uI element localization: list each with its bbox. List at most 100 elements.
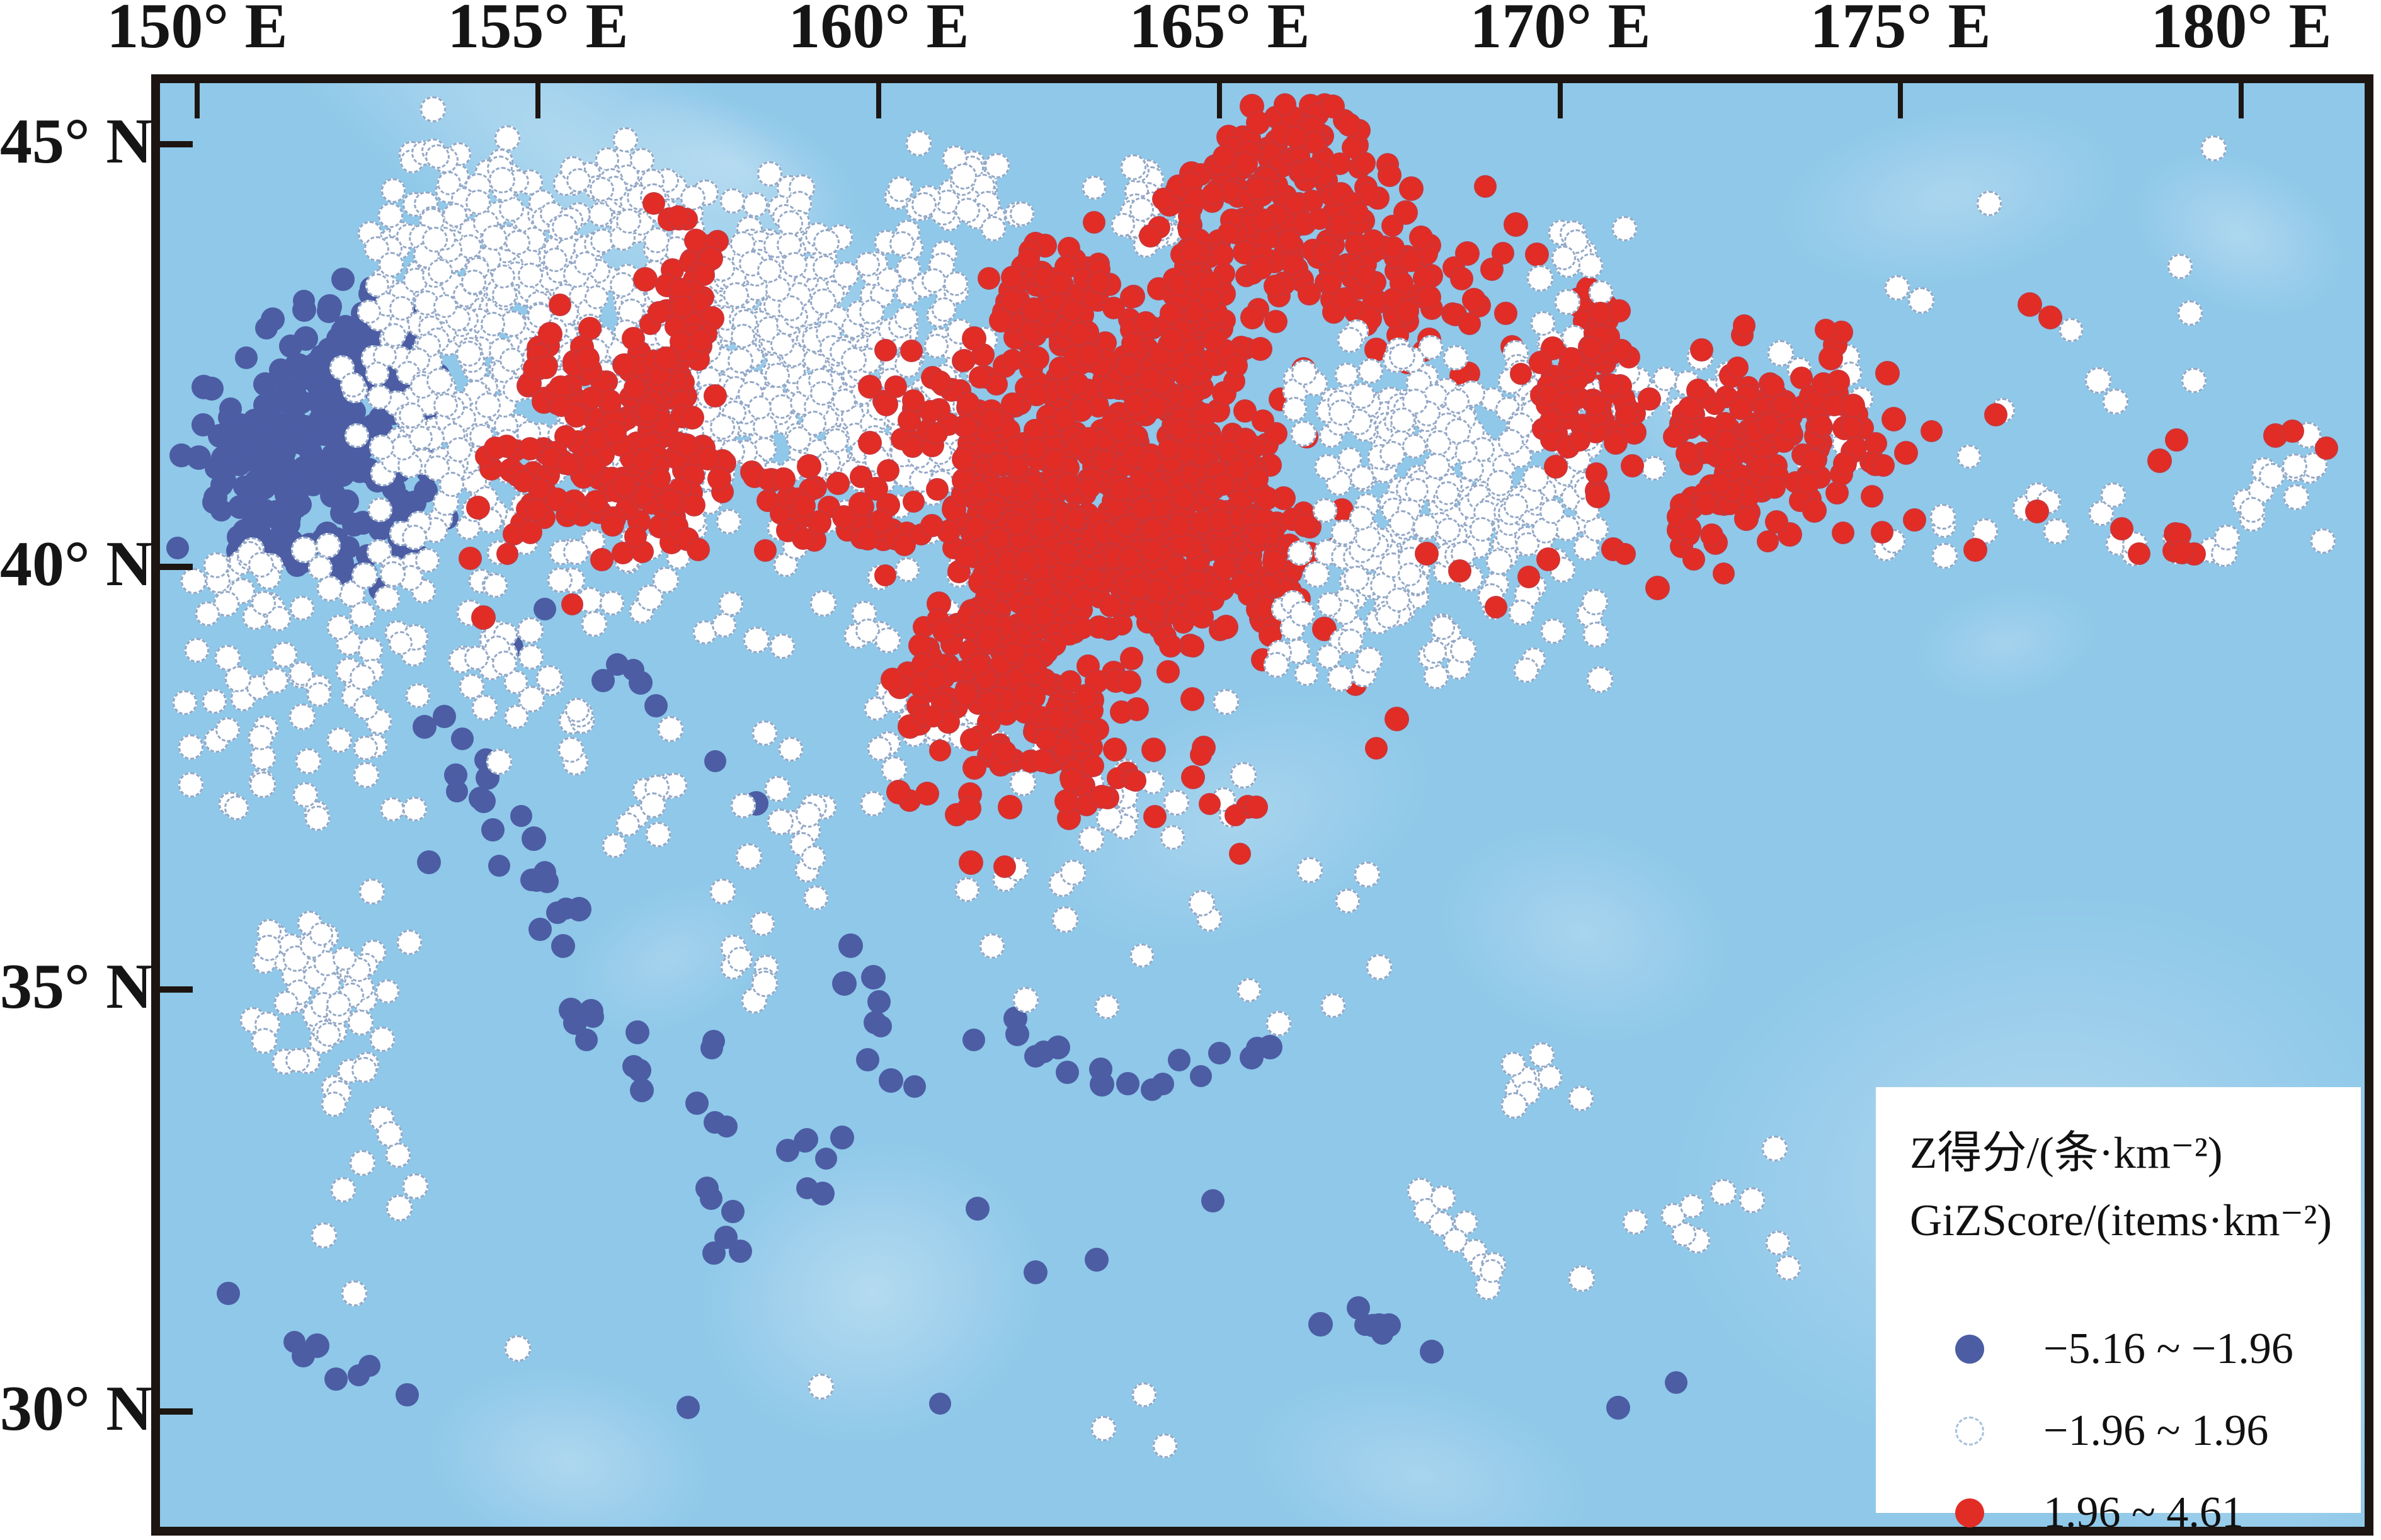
data-point <box>986 527 1010 550</box>
data-point <box>801 845 826 870</box>
data-point <box>955 877 979 902</box>
data-point <box>688 328 712 352</box>
data-point <box>1297 857 1323 883</box>
data-point <box>1568 1265 1595 1292</box>
data-point <box>166 537 189 559</box>
bathymetry-patch <box>1759 83 2138 314</box>
data-point <box>729 1240 752 1263</box>
data-point <box>327 615 352 640</box>
data-point <box>640 792 666 818</box>
data-point <box>2059 318 2083 342</box>
data-point <box>1121 332 1145 355</box>
data-point <box>922 705 944 727</box>
data-point <box>1102 297 1125 319</box>
data-point <box>557 453 580 476</box>
data-point <box>483 573 508 598</box>
data-point <box>815 1148 837 1170</box>
data-point <box>1209 509 1231 532</box>
data-point <box>633 448 657 472</box>
data-point <box>754 539 777 562</box>
data-point <box>1073 684 1098 709</box>
data-point <box>1201 1189 1225 1212</box>
data-point <box>1436 481 1459 505</box>
data-point <box>911 192 937 217</box>
data-point <box>1501 1052 1526 1076</box>
data-point <box>743 192 768 217</box>
data-point <box>377 1121 403 1147</box>
data-point <box>472 695 498 721</box>
data-point <box>864 1011 887 1034</box>
data-point <box>1734 506 1759 531</box>
data-point <box>1342 137 1364 159</box>
data-point <box>584 490 608 514</box>
data-point <box>368 498 392 522</box>
data-point <box>1099 595 1122 617</box>
data-point <box>1470 517 1494 542</box>
data-point <box>1802 498 1827 523</box>
data-point <box>1274 94 1296 116</box>
data-point <box>386 1195 413 1221</box>
data-point <box>702 1241 726 1265</box>
data-point <box>1246 111 1270 135</box>
data-point <box>353 762 379 788</box>
data-point <box>1278 229 1301 252</box>
data-point <box>1584 393 1607 416</box>
data-point <box>1289 601 1315 627</box>
data-point <box>433 294 457 318</box>
data-point <box>261 307 285 331</box>
data-point <box>1450 637 1476 663</box>
data-point <box>1436 518 1461 542</box>
data-point <box>565 698 590 722</box>
data-point <box>1423 640 1447 664</box>
data-point <box>951 163 977 190</box>
data-point <box>353 695 379 720</box>
data-point <box>181 568 207 594</box>
data-point <box>1170 418 1192 441</box>
data-point <box>658 716 683 742</box>
data-point <box>1158 438 1180 460</box>
data-point <box>353 736 378 760</box>
data-point <box>1424 453 1450 479</box>
data-point <box>254 430 279 455</box>
data-point <box>716 509 741 534</box>
data-point <box>683 494 705 516</box>
data-point <box>1977 191 2002 216</box>
data-point <box>1430 615 1455 640</box>
data-point <box>782 252 808 278</box>
data-point <box>588 202 613 227</box>
y-tick-label: 40° N <box>0 528 152 600</box>
data-point <box>581 453 605 477</box>
data-point <box>859 299 884 324</box>
data-point <box>1208 1042 1231 1064</box>
data-point <box>426 368 453 394</box>
data-point <box>797 454 821 479</box>
data-point <box>1623 1209 1648 1235</box>
data-point <box>1213 556 1236 580</box>
data-point <box>191 375 216 399</box>
data-point <box>1861 485 1883 508</box>
data-point <box>808 1374 834 1400</box>
data-point <box>1356 647 1383 673</box>
data-point <box>1344 566 1369 591</box>
data-point <box>275 494 299 518</box>
data-point <box>1894 441 1918 465</box>
data-point <box>586 429 608 452</box>
data-point <box>1294 662 1318 686</box>
data-point <box>1510 363 1532 385</box>
data-point <box>1529 1042 1555 1068</box>
data-point <box>338 325 362 348</box>
data-point <box>962 756 986 780</box>
data-point <box>1089 1058 1112 1081</box>
data-point <box>224 796 249 820</box>
data-point <box>1130 944 1154 967</box>
data-point <box>243 409 265 431</box>
data-point <box>505 1335 531 1362</box>
data-point <box>996 571 1020 595</box>
data-point <box>1252 409 1274 432</box>
data-point <box>1333 287 1357 311</box>
data-point <box>492 651 517 676</box>
data-point <box>1690 338 1713 362</box>
data-point <box>1875 361 1900 385</box>
data-point <box>2128 542 2150 565</box>
legend-marker-cold <box>1955 1335 1984 1364</box>
